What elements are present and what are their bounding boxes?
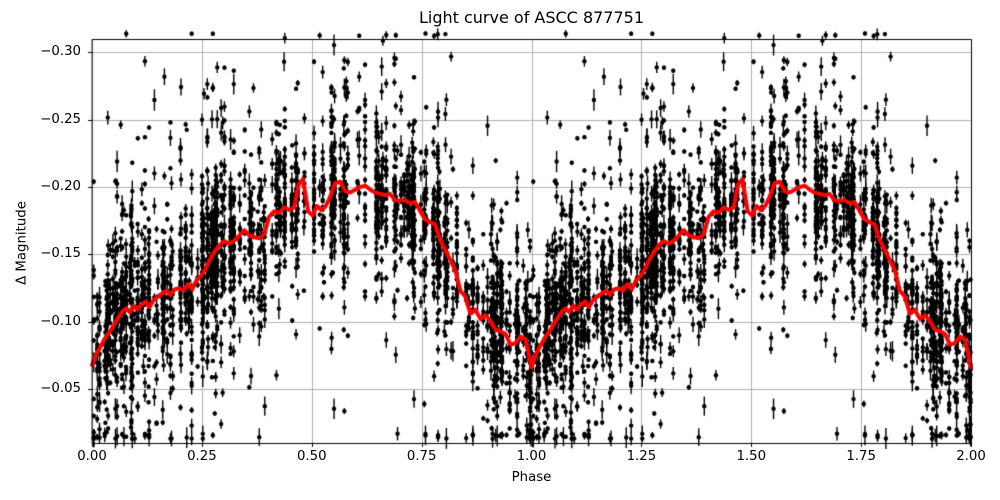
x-axis-label: Phase: [511, 470, 552, 485]
y-tick-label: −0.05: [40, 381, 81, 397]
x-tick-label: 0.25: [187, 449, 217, 464]
y-tick-label: −0.15: [40, 246, 81, 262]
x-tick-label: 1.75: [846, 449, 876, 464]
x-tick-label: 1.00: [516, 449, 547, 464]
y-tick-label: −0.25: [40, 111, 81, 127]
y-tick-label: −0.30: [40, 44, 81, 60]
y-tick-label: −0.20: [40, 179, 81, 195]
x-tick-label: 0.75: [406, 449, 437, 464]
x-tick-label: 1.25: [626, 449, 657, 464]
y-axis-label: Δ Magnitude: [14, 201, 30, 285]
x-tick-label: 1.50: [736, 449, 767, 464]
x-tick-label: 0.50: [296, 449, 327, 464]
x-tick-label: 2.00: [956, 449, 986, 464]
x-tick-label: 0.00: [77, 449, 107, 464]
y-tick-label: −0.10: [40, 313, 81, 329]
chart-title: Light curve of ASCC 877751: [418, 8, 645, 27]
